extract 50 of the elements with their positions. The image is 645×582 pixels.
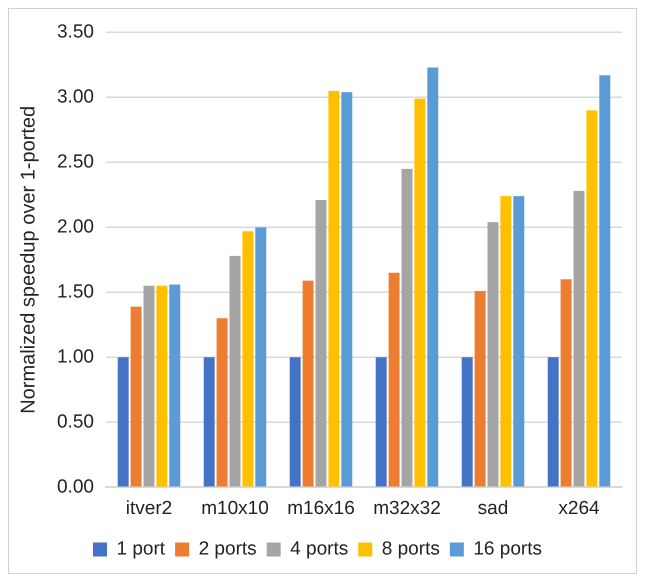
bar [474, 290, 486, 486]
legend-label: 16 ports [473, 538, 542, 560]
bar [169, 284, 180, 486]
bar [242, 231, 254, 486]
bar [574, 190, 584, 486]
bar [144, 286, 154, 486]
y-tick-label: 0.50 [56, 411, 94, 432]
bar [290, 357, 301, 486]
bar [513, 196, 524, 486]
x-tick-label: m32x32 [373, 498, 441, 519]
bar [548, 357, 559, 486]
bar [230, 256, 240, 486]
y-tick-label: 1.50 [56, 282, 94, 303]
bar [156, 286, 168, 486]
y-tick-label: 1.00 [56, 346, 94, 368]
x-tick-label: sad [478, 498, 508, 519]
y-tick-label: 2.50 [56, 152, 94, 173]
bar [376, 357, 387, 486]
y-axis-title: Normalized speedup over 1-ported [18, 106, 40, 414]
bar [414, 98, 426, 486]
bar [204, 357, 215, 486]
y-tick-label: 0.00 [56, 476, 94, 498]
bar [216, 318, 228, 486]
bar [388, 272, 400, 486]
bar [316, 200, 326, 486]
legend-label: 4 ports [290, 538, 348, 560]
bar [302, 280, 314, 486]
bar [118, 357, 129, 486]
bar [500, 196, 512, 486]
x-tick-label: m16x16 [287, 498, 355, 519]
bar [586, 110, 598, 486]
y-tick-label: 2.00 [56, 216, 94, 238]
x-tick-label: itver2 [126, 498, 172, 519]
bar [599, 75, 610, 486]
x-tick-label: m10x10 [201, 498, 269, 519]
bar [130, 306, 142, 486]
x-tick-label: x264 [558, 498, 600, 519]
y-tick-label: 3.00 [56, 86, 94, 108]
bar [488, 222, 498, 486]
bar [328, 90, 340, 486]
legend-label: 2 ports [198, 538, 257, 560]
bar [462, 357, 473, 486]
bar [255, 227, 266, 486]
bar [341, 92, 352, 486]
legend-label: 8 ports [382, 538, 440, 560]
bar [427, 67, 438, 486]
bar [402, 168, 412, 486]
y-tick-label: 3.50 [56, 22, 94, 43]
bar [560, 279, 572, 486]
legend-label: 1 port [116, 538, 166, 560]
